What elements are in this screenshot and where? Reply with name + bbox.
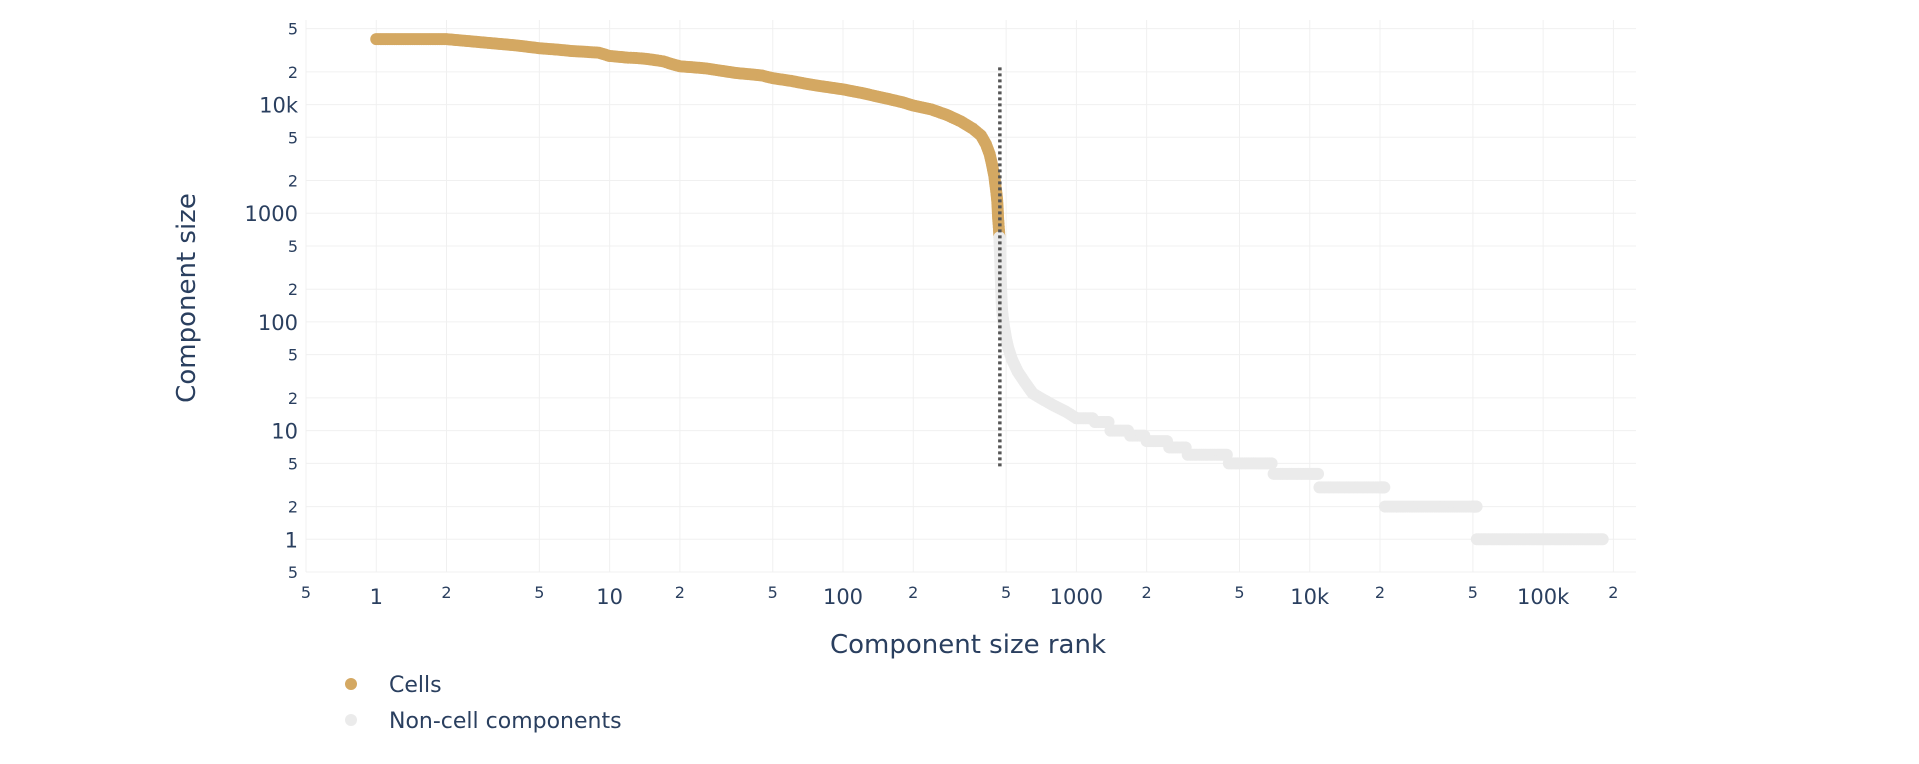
legend-label-non-cell: Non-cell components	[389, 709, 622, 734]
x-tick-label: 2	[1608, 583, 1618, 602]
y-tick-label: 5	[288, 346, 298, 365]
x-tick-label: 2	[1375, 583, 1385, 602]
x-axis-ticks: 5 1 2 5 10 2 5 100 2 5 1000 2 5 10k 2 5 100k 2	[301, 583, 1619, 609]
data-point	[1596, 533, 1609, 546]
y-tick-label: 2	[288, 172, 298, 191]
data-point	[1470, 500, 1483, 513]
x-tick-label: 2	[675, 583, 685, 602]
series-cells	[370, 33, 1006, 244]
x-tick-label: 10	[596, 585, 623, 609]
x-tick-label: 2	[908, 583, 918, 602]
x-tick-label: 5	[301, 583, 311, 602]
x-tick-label: 100	[823, 585, 863, 609]
x-tick-label: 5	[534, 583, 544, 602]
y-tick-label: 10k	[259, 94, 299, 118]
y-axis-title: Component size	[172, 193, 202, 403]
legend-item-non-cell[interactable]: Non-cell components	[345, 709, 622, 734]
y-tick-label: 5	[288, 237, 298, 256]
y-tick-label: 10	[271, 420, 298, 444]
x-tick-label: 5	[768, 583, 778, 602]
legend-item-cells[interactable]: Cells	[345, 673, 442, 698]
x-tick-label: 2	[441, 583, 451, 602]
legend-marker-non-cell	[345, 714, 357, 726]
y-tick-label: 2	[288, 389, 298, 408]
y-tick-label: 100	[258, 311, 298, 335]
data-point	[1378, 481, 1391, 494]
x-tick-label: 5	[1001, 583, 1011, 602]
x-tick-label: 1	[370, 585, 383, 609]
x-tick-label: 10k	[1290, 585, 1330, 609]
y-tick-label: 2	[288, 498, 298, 517]
y-tick-label: 5	[288, 20, 298, 39]
y-tick-label: 1	[285, 528, 298, 552]
plot-area	[370, 33, 1609, 546]
data-point	[1265, 457, 1278, 470]
x-tick-label: 1000	[1050, 585, 1103, 609]
x-tick-label: 5	[1234, 583, 1244, 602]
x-tick-label: 2	[1142, 583, 1152, 602]
y-axis-ticks: 5 1 2 5 10 2 5 100 2 5 1000 2 5 10k 2 5	[245, 20, 299, 582]
y-tick-label: 5	[288, 454, 298, 473]
series-non-cell-components	[993, 231, 1609, 546]
y-tick-label: 5	[288, 563, 298, 582]
legend-label-cells: Cells	[389, 673, 442, 698]
legend-marker-cells	[345, 678, 357, 690]
y-tick-label: 1000	[245, 202, 298, 226]
x-tick-label: 100k	[1517, 585, 1570, 609]
x-axis-title: Component size rank	[830, 630, 1106, 660]
y-tick-label: 2	[288, 280, 298, 299]
legend: Cells Non-cell components	[345, 673, 622, 734]
y-tick-label: 5	[288, 128, 298, 147]
grid-lines	[305, 20, 1636, 573]
data-point	[1312, 467, 1325, 480]
x-tick-label: 5	[1468, 583, 1478, 602]
y-tick-label: 2	[288, 63, 298, 82]
